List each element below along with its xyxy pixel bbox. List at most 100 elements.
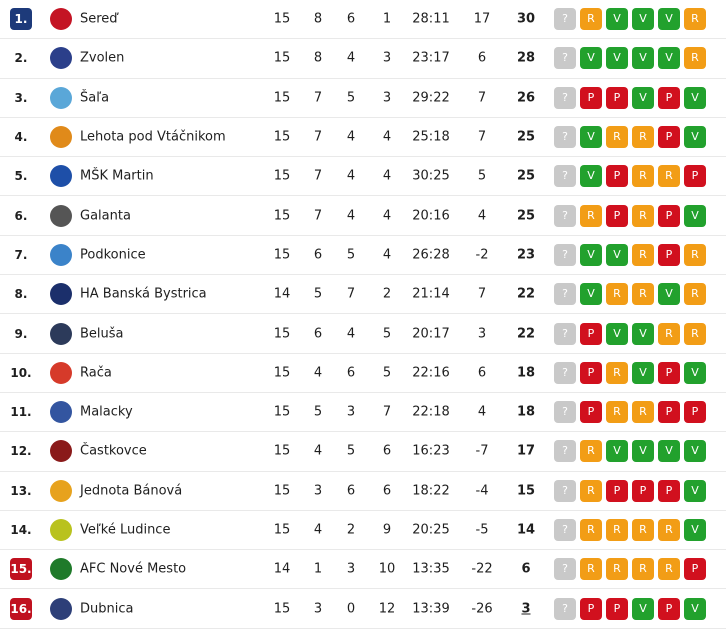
form-badge[interactable]: R (632, 165, 654, 188)
form-badge[interactable]: V (684, 126, 706, 149)
team-name-link[interactable]: Rača (80, 365, 112, 381)
form-badge[interactable]: R (632, 558, 654, 581)
next-match-badge[interactable]: ? (554, 204, 576, 227)
form-badge[interactable]: P (606, 479, 628, 502)
form-badge[interactable]: R (684, 47, 706, 70)
table-row[interactable]: 9. Beluša 15 6 4 5 20:17 3 22? P V V R R (0, 314, 726, 354)
next-match-badge[interactable]: ? (554, 283, 576, 306)
team-name-link[interactable]: Podkonice (80, 247, 146, 263)
form-badge[interactable]: V (658, 283, 680, 306)
form-badge[interactable]: V (606, 440, 628, 463)
next-match-badge[interactable]: ? (554, 322, 576, 345)
next-match-badge[interactable]: ? (554, 126, 576, 149)
next-match-badge[interactable]: ? (554, 361, 576, 384)
form-badge[interactable]: V (632, 597, 654, 620)
form-badge[interactable]: R (632, 401, 654, 424)
form-badge[interactable]: R (606, 558, 628, 581)
form-badge[interactable]: P (658, 479, 680, 502)
form-badge[interactable]: R (684, 322, 706, 345)
form-badge[interactable]: R (632, 283, 654, 306)
form-badge[interactable]: R (658, 558, 680, 581)
team-name-link[interactable]: Častkovce (80, 443, 147, 459)
table-row[interactable]: 13. Jednota Bánová 15 3 6 6 18:22 -4 15? R P P P V (0, 472, 726, 511)
form-badge[interactable]: V (606, 47, 628, 70)
next-match-badge[interactable]: ? (554, 519, 576, 541)
next-match-badge[interactable]: ? (554, 47, 576, 70)
table-row[interactable]: 15. AFC Nové Mesto 14 1 3 10 13:35 -22 6? R R R R P (0, 550, 726, 590)
form-badge[interactable]: P (658, 126, 680, 149)
form-badge[interactable]: P (580, 86, 602, 109)
team-name-link[interactable]: Lehota pod Vtáčnikom (80, 129, 226, 145)
form-badge[interactable]: P (658, 86, 680, 109)
form-badge[interactable]: V (658, 440, 680, 463)
form-badge[interactable]: P (580, 361, 602, 384)
form-badge[interactable]: P (606, 204, 628, 227)
table-row[interactable]: 16. Dubnica 15 3 0 12 13:39 -26 3? P P V P V (0, 589, 726, 629)
next-match-badge[interactable]: ? (554, 401, 576, 424)
form-badge[interactable]: R (580, 440, 602, 463)
table-row[interactable]: 7. Podkonice 15 6 5 4 26:28 -2 23? V V R P R (0, 236, 726, 276)
team-name-link[interactable]: AFC Nové Mesto (80, 561, 187, 577)
team-name-link[interactable]: Dubnica (80, 601, 134, 617)
form-badge[interactable]: P (606, 597, 628, 620)
form-badge[interactable]: P (658, 361, 680, 384)
form-badge[interactable]: R (580, 8, 602, 31)
form-badge[interactable]: P (684, 401, 706, 424)
form-badge[interactable]: V (606, 322, 628, 345)
next-match-badge[interactable]: ? (554, 8, 576, 31)
form-badge[interactable]: R (580, 558, 602, 581)
form-badge[interactable]: V (580, 283, 602, 306)
form-badge[interactable]: V (632, 8, 654, 31)
form-badge[interactable]: V (658, 8, 680, 31)
form-badge[interactable]: V (580, 243, 602, 266)
form-badge[interactable]: R (632, 126, 654, 149)
form-badge[interactable]: V (606, 243, 628, 266)
team-name-link[interactable]: Malacky (80, 404, 133, 420)
next-match-badge[interactable]: ? (554, 440, 576, 463)
form-badge[interactable]: V (684, 597, 706, 620)
team-name-link[interactable]: MŠK Martin (80, 168, 154, 184)
form-badge[interactable]: R (658, 165, 680, 188)
next-match-badge[interactable]: ? (554, 479, 576, 502)
table-row[interactable]: 5. MŠK Martin 15 7 4 4 30:25 5 25? V P R R P (0, 157, 726, 197)
form-badge[interactable]: V (658, 47, 680, 70)
form-badge[interactable]: R (632, 243, 654, 266)
form-badge[interactable]: V (632, 86, 654, 109)
form-badge[interactable]: V (632, 47, 654, 70)
form-badge[interactable]: R (632, 519, 654, 541)
team-name-link[interactable]: Sereď (80, 11, 118, 27)
team-name-link[interactable]: Veľké Ludince (80, 522, 171, 538)
form-badge[interactable]: V (684, 440, 706, 463)
form-badge[interactable]: R (580, 204, 602, 227)
table-row[interactable]: 1. Sereď 15 8 6 1 28:11 17 30? R V V V R (0, 0, 726, 40)
form-badge[interactable]: V (606, 8, 628, 31)
form-badge[interactable]: V (632, 322, 654, 345)
team-name-link[interactable]: Zvolen (80, 50, 125, 66)
form-badge[interactable]: R (580, 479, 602, 502)
form-badge[interactable]: P (658, 597, 680, 620)
form-badge[interactable]: P (606, 86, 628, 109)
next-match-badge[interactable]: ? (554, 597, 576, 620)
table-row[interactable]: 4. Lehota pod Vtáčnikom 15 7 4 4 25:18 7 25? V R R P… (0, 118, 726, 158)
table-row[interactable]: 12. Častkovce 15 4 5 6 16:23 -7 17? R V V V V (0, 432, 726, 472)
table-row[interactable]: 11. Malacky 15 5 3 7 22:18 4 18? P R R P P (0, 393, 726, 433)
next-match-badge[interactable]: ? (554, 558, 576, 581)
form-badge[interactable]: P (658, 204, 680, 227)
table-row[interactable]: 8. HA Banská Bystrica 14 5 7 2 21:14 7 22? V R R V R (0, 275, 726, 315)
table-row[interactable]: 6. Galanta 15 7 4 4 20:16 4 25? R P R P V (0, 196, 726, 236)
form-badge[interactable]: R (684, 8, 706, 31)
table-row[interactable]: 10. Rača 15 4 6 5 22:16 6 18? P R V P V (0, 354, 726, 393)
form-badge[interactable]: R (606, 126, 628, 149)
form-badge[interactable]: R (606, 401, 628, 424)
form-badge[interactable]: V (632, 440, 654, 463)
form-badge[interactable]: R (580, 519, 602, 541)
form-badge[interactable]: R (684, 243, 706, 266)
table-row[interactable]: 14. Veľké Ludince 15 4 2 9 20:25 -5 14? R R R R V (0, 511, 726, 551)
next-match-badge[interactable]: ? (554, 243, 576, 266)
form-badge[interactable]: R (606, 361, 628, 384)
form-badge[interactable]: V (580, 47, 602, 70)
form-badge[interactable]: P (658, 401, 680, 424)
team-name-link[interactable]: Jednota Bánová (80, 483, 183, 499)
form-badge[interactable]: V (684, 361, 706, 384)
form-badge[interactable]: P (684, 558, 706, 581)
